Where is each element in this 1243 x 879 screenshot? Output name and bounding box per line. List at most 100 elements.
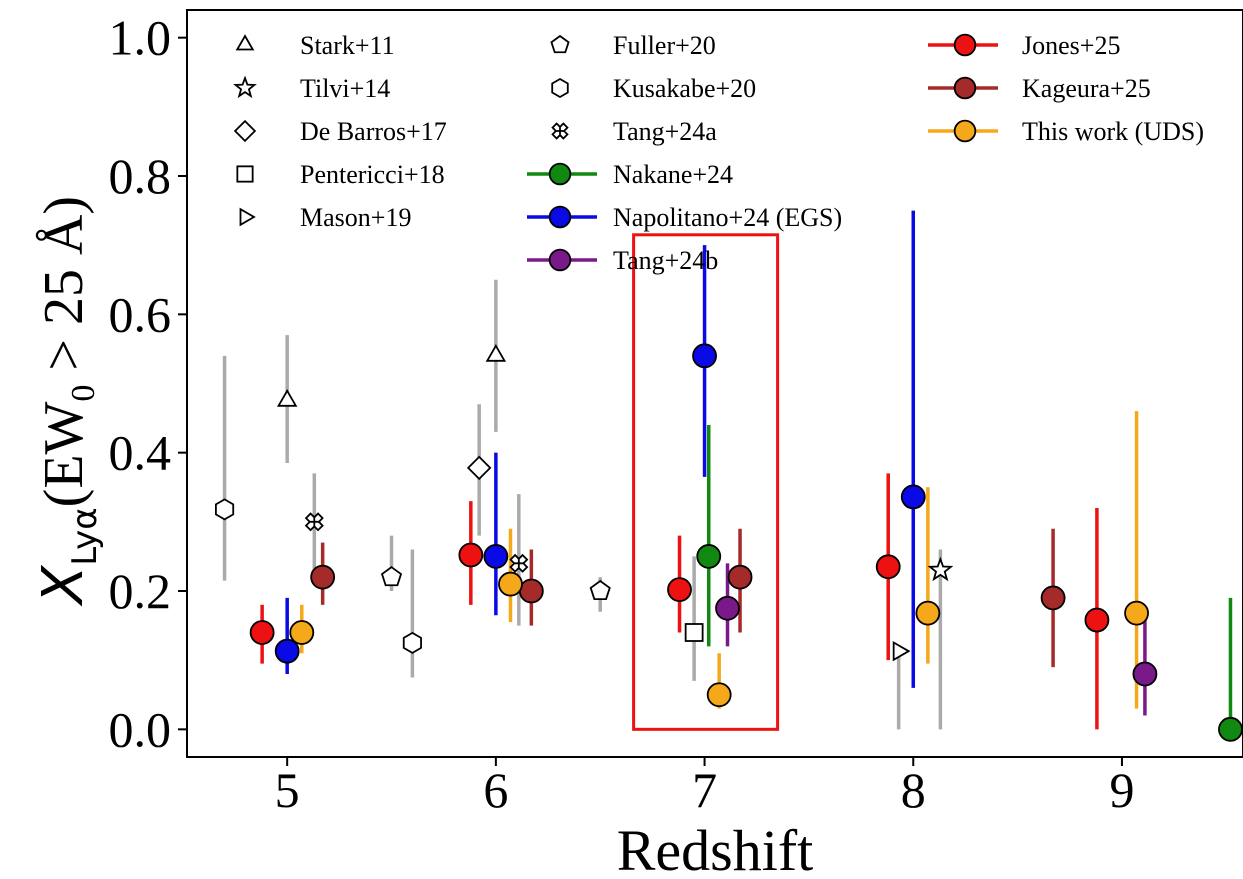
legend-label: Pentericci+18 [300, 160, 445, 189]
legend-entry: Pentericci+18 [236, 160, 445, 189]
legend-entry: Fuller+20 [550, 31, 716, 60]
legend-label: Stark+11 [300, 31, 395, 60]
legend-marker [551, 122, 569, 140]
data-point [458, 542, 484, 568]
legend-label: Kageura+25 [1022, 74, 1151, 103]
y-axis-label-subscript: Lyα [65, 507, 105, 565]
y-axis-label-ew-subscript: 0 [65, 385, 102, 402]
y-tick-label: 0.4 [109, 425, 172, 481]
data-point [667, 577, 692, 603]
legend-entry: Jones+25 [928, 31, 1120, 60]
legend-marker [235, 34, 255, 51]
legend-marker [548, 162, 572, 186]
x-tick-label: 7 [692, 762, 717, 818]
legend-entry: Tang+24a [551, 117, 717, 146]
legend-label: Jones+25 [1022, 31, 1120, 60]
data-point [715, 595, 740, 621]
legend-entry: De Barros+17 [233, 117, 447, 146]
legend-marker [953, 119, 977, 143]
y-tick-label: 1.0 [109, 10, 172, 66]
data-point [380, 566, 403, 587]
data-point [1218, 716, 1243, 742]
y-tick-label: 0.6 [109, 286, 172, 342]
legend-marker [550, 34, 570, 54]
x-tick-label: 8 [901, 762, 926, 818]
data-point [485, 344, 507, 362]
data-point [892, 640, 911, 662]
data-point [900, 484, 926, 510]
legend-marker [239, 207, 256, 227]
x-tick-label: 5 [275, 762, 300, 818]
data-point [483, 544, 509, 569]
legend-label: Fuller+20 [613, 31, 716, 60]
y-axis-label-paren: (EW [33, 401, 95, 507]
y-tick-label: 0.8 [109, 148, 172, 204]
data-point [518, 578, 544, 604]
y-axis-label-condition: > 25 Å) [33, 196, 95, 385]
legend-entry: Kageura+25 [928, 74, 1151, 103]
legend-entry: Stark+11 [235, 31, 395, 60]
data-point [249, 620, 275, 645]
y-axis-label: XLyα(EW0 > 25 Å) [31, 196, 105, 607]
legend-marker [233, 119, 257, 143]
data-point [727, 564, 753, 590]
y-tick-label: 0.0 [109, 701, 172, 757]
legend-marker [551, 77, 569, 99]
x-tick-label: 9 [1109, 762, 1134, 818]
legend-marker [953, 76, 977, 100]
x-tick-label: 6 [483, 762, 508, 818]
legend-marker [548, 205, 572, 229]
data-point [692, 343, 717, 369]
data-point [696, 544, 722, 569]
legend-label: Kusakabe+20 [613, 74, 756, 103]
legend-marker [548, 248, 572, 272]
data-point [402, 631, 422, 654]
data-point [304, 512, 324, 532]
legend-entry: Tang+24b [527, 246, 718, 275]
legend-label: Napolitano+24 (EGS) [613, 203, 842, 232]
legend-marker [953, 33, 977, 57]
highlight-box [632, 233, 780, 731]
axes-frame [186, 9, 1243, 758]
data-point [466, 455, 492, 481]
data-point [1084, 607, 1110, 633]
legend-label: Nakane+24 [613, 160, 733, 189]
data-point [589, 579, 611, 600]
data-point [310, 564, 336, 590]
data-point [684, 623, 704, 642]
legend: Stark+11 Tilvi+14 De Barros+17 Pentericci+1… [233, 31, 1204, 275]
data-point [1124, 600, 1149, 626]
plot-area [215, 210, 1243, 742]
x-axis-label: Redshift [617, 818, 814, 879]
data-point [289, 620, 315, 645]
legend-entry: This work (UDS) [928, 117, 1204, 146]
legend-entry: Mason+19 [239, 203, 411, 232]
legend-label: Mason+19 [300, 203, 411, 232]
axes: 0.0 0.2 0.4 0.6 0.8 1.0 5 6 7 8 9 [109, 9, 1243, 818]
legend-entry: Nakane+24 [527, 160, 733, 189]
legend-label: Tilvi+14 [300, 74, 390, 103]
legend-entry: Kusakabe+20 [551, 74, 756, 103]
data-point [927, 556, 954, 582]
data-point [276, 388, 298, 407]
data-point [498, 571, 523, 597]
legend-marker [236, 165, 254, 183]
legend-label: Tang+24b [613, 246, 718, 275]
legend-entry: Napolitano+24 (EGS) [527, 203, 842, 232]
y-axis-label-symbol: X [31, 564, 96, 607]
data-point [875, 554, 901, 580]
data-point [1040, 585, 1066, 611]
y-tick-label: 0.2 [109, 563, 172, 619]
svg-text:XLyα(EW0 > 25 Å): XLyα(EW0 > 25 Å) [31, 196, 105, 607]
legend-label: De Barros+17 [300, 117, 447, 146]
legend-label: This work (UDS) [1022, 117, 1204, 146]
data-point [1132, 661, 1158, 687]
legend-entry: Tilvi+14 [233, 74, 390, 103]
data-point [509, 553, 529, 573]
legend-marker [233, 75, 257, 99]
data-point [706, 682, 732, 708]
legend-label: Tang+24a [613, 117, 717, 146]
data-point [215, 498, 235, 521]
data-point [915, 600, 941, 626]
